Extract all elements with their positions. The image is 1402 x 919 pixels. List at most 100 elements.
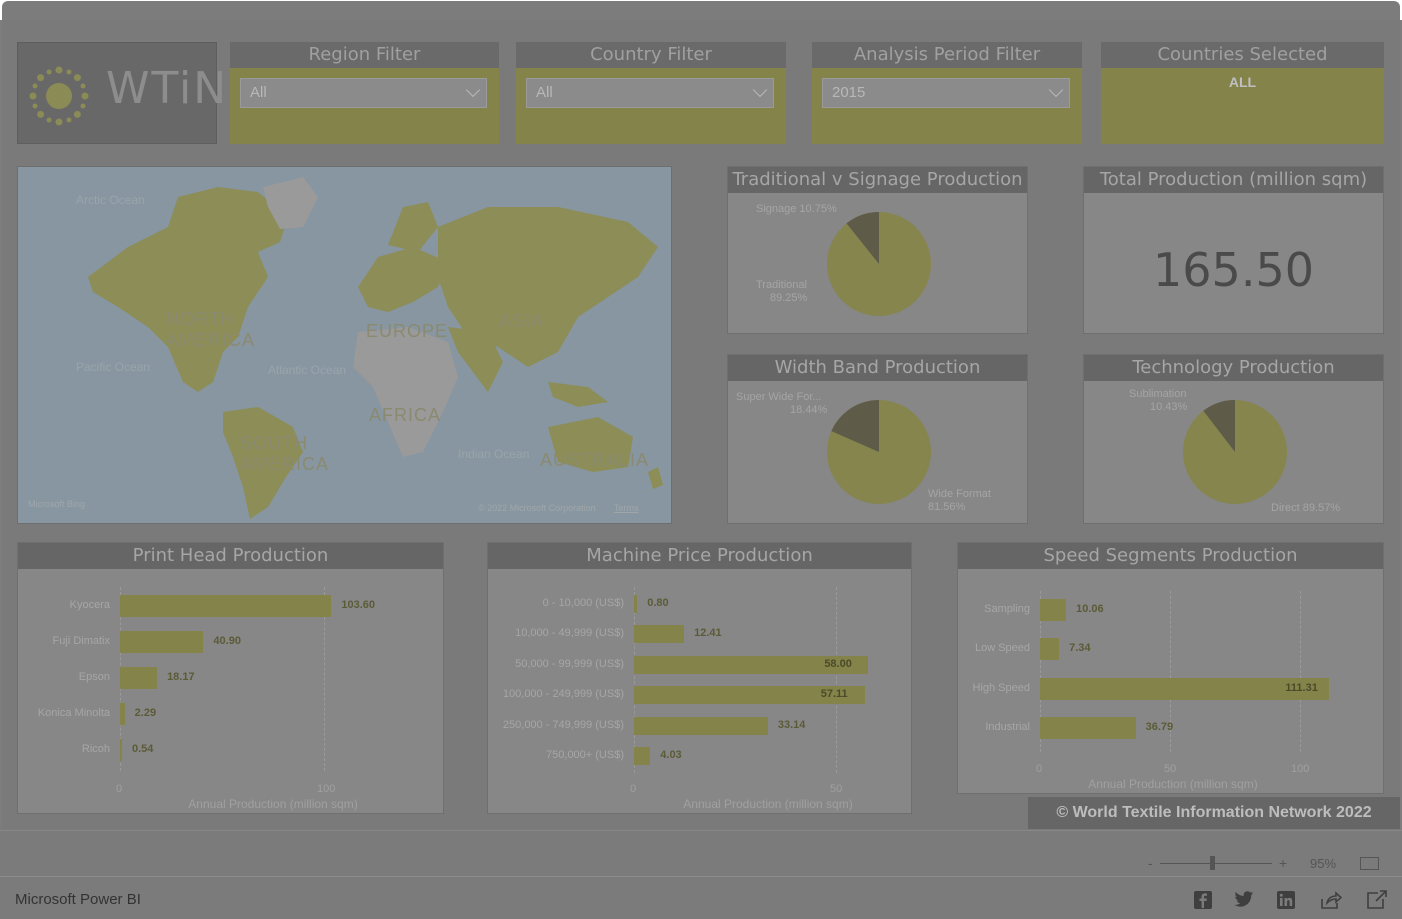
traditional-signage-card[interactable]: Traditional v Signage Production Signage… xyxy=(727,166,1028,334)
bar-category-label: 100,000 - 249,999 (US$) xyxy=(502,688,624,701)
sublimation-label-name: Sublimation xyxy=(1129,388,1187,400)
country-filter-dropdown[interactable]: All xyxy=(526,78,774,108)
bar[interactable] xyxy=(634,655,869,674)
total-production-value: 165.50 xyxy=(1153,243,1314,297)
bar-value-label: 33.14 xyxy=(777,718,806,731)
bar-value-label: 58.00 xyxy=(824,657,852,670)
open-fullscreen-icon[interactable] xyxy=(1366,890,1388,915)
print-head-card[interactable]: Print Head Production 0 100 Annual Produ… xyxy=(17,542,444,814)
country-filter: Country Filter All xyxy=(516,42,786,144)
top-strip xyxy=(0,0,1402,20)
bar-category-label: Kyocera xyxy=(69,599,110,611)
width-band-card[interactable]: Width Band Production Super Wide For... … xyxy=(727,354,1028,524)
bar[interactable] xyxy=(120,667,158,689)
bar[interactable] xyxy=(634,716,768,735)
chevron-down-icon xyxy=(752,82,768,98)
pie-slice-minor[interactable] xyxy=(831,400,879,452)
wtin-logo: WTiN xyxy=(17,42,226,144)
bar-value-label: 0.80 xyxy=(647,597,669,609)
bar-value-label: 2.29 xyxy=(134,707,157,719)
countries-selected-card: Countries Selected ALL xyxy=(1101,42,1384,144)
continent-label: AFRICA xyxy=(369,405,442,425)
bar[interactable] xyxy=(634,686,865,705)
bar[interactable] xyxy=(634,595,638,613)
region-filter-value: All xyxy=(250,84,267,101)
technology-card[interactable]: Technology Production Sublimation 10.43%… xyxy=(1083,354,1384,524)
continent-label: SOUTH AMERICA xyxy=(240,433,330,474)
facebook-icon[interactable] xyxy=(1192,890,1214,915)
continent-label: EUROPE xyxy=(366,321,449,341)
axis-tick: 0 xyxy=(116,783,123,795)
analysis-period-filter: Analysis Period Filter 2015 xyxy=(812,42,1082,144)
chevron-down-icon xyxy=(1048,82,1064,98)
machine-price-title: Machine Price Production xyxy=(488,543,911,569)
traditional-signage-pie[interactable] xyxy=(824,209,934,319)
bar[interactable] xyxy=(1040,716,1136,739)
zoom-in-button[interactable]: + xyxy=(1279,855,1288,871)
signage-label: Signage 10.75% xyxy=(756,203,837,215)
bar[interactable] xyxy=(120,739,122,761)
world-map[interactable]: Arctic Ocean Pacific Ocean Atlantic Ocea… xyxy=(17,166,672,524)
bar-category-label: Ricoh xyxy=(81,743,110,755)
technology-pie[interactable] xyxy=(1180,397,1290,507)
bar-category-label: Konica Minolta xyxy=(37,707,110,719)
region-filter-dropdown[interactable]: All xyxy=(240,78,487,108)
bar-value-label: 7.34 xyxy=(1069,642,1091,655)
speed-segments-card[interactable]: Speed Segments Production 0 50 100 Annua… xyxy=(957,542,1384,794)
powerbi-footer: Microsoft Power BI xyxy=(0,876,1402,919)
bar[interactable] xyxy=(634,747,651,765)
bar-value-label: 4.03 xyxy=(660,749,682,761)
copyright-banner: © World Textile Information Network 2022 xyxy=(1028,797,1400,829)
gridline xyxy=(1170,591,1171,753)
bar[interactable] xyxy=(1040,677,1330,700)
sublimation-label-pct: 10.43% xyxy=(1150,401,1188,413)
gridline xyxy=(1040,591,1041,753)
bar-value-label: 10.06 xyxy=(1076,603,1104,615)
zoom-out-button[interactable]: - xyxy=(1148,855,1153,871)
zoom-level: 95% xyxy=(1310,856,1337,871)
pie-slice-minor[interactable] xyxy=(846,212,879,264)
continent-label: AUSTRALIA xyxy=(540,450,650,470)
fit-to-page-icon[interactable] xyxy=(1360,857,1379,870)
bar-value-label: 18.17 xyxy=(167,671,195,683)
pie-slice-minor[interactable] xyxy=(1203,400,1235,452)
zoom-slider[interactable] xyxy=(1160,863,1272,864)
bar-value-label: 12.41 xyxy=(694,627,722,640)
share-icon[interactable] xyxy=(1320,890,1343,915)
twitter-icon[interactable] xyxy=(1233,890,1255,913)
bar-value-label: 111.31 xyxy=(1285,681,1318,694)
zoom-slider-thumb[interactable] xyxy=(1210,856,1215,870)
powerbi-brand-link[interactable]: Microsoft Power BI xyxy=(15,891,141,908)
bar[interactable] xyxy=(120,703,125,725)
zoom-bar: - + 95% xyxy=(0,830,1402,876)
bar[interactable] xyxy=(1040,599,1067,621)
bar[interactable] xyxy=(120,631,204,653)
bar-category-label: 250,000 - 749,999 (US$) xyxy=(502,718,624,731)
map-attribution: © 2022 Microsoft Corporation xyxy=(478,503,596,513)
linkedin-icon[interactable] xyxy=(1275,890,1297,915)
map-terms-link[interactable]: Terms xyxy=(614,503,639,513)
bar[interactable] xyxy=(120,595,332,617)
width-band-pie[interactable] xyxy=(824,397,934,507)
total-production-card[interactable]: Total Production (million sqm) 165.50 xyxy=(1083,166,1384,334)
traditional-label-pct: 89.25% xyxy=(770,292,808,304)
bar-value-label: 0.54 xyxy=(132,743,154,755)
total-production-title: Total Production (million sqm) xyxy=(1084,167,1383,193)
machine-price-card[interactable]: Machine Price Production 0 50 Annual Pro… xyxy=(487,542,912,814)
sun-logo-icon xyxy=(29,66,89,126)
gridline xyxy=(836,587,837,774)
technology-title: Technology Production xyxy=(1084,355,1383,381)
continent-label: ASIA xyxy=(499,311,545,331)
bar[interactable] xyxy=(1040,638,1060,661)
super-wide-label-name: Super Wide For... xyxy=(736,391,822,403)
bar-category-label: 0 - 10,000 (US$) xyxy=(542,597,624,609)
machine-price-x-axis-title: Annual Production (million sqm) xyxy=(683,797,853,811)
bar[interactable] xyxy=(634,625,685,644)
countries-selected-title: Countries Selected xyxy=(1101,42,1384,68)
analysis-period-dropdown[interactable]: 2015 xyxy=(822,78,1070,108)
region-filter-title: Region Filter xyxy=(230,42,499,68)
ocean-label: Indian Ocean xyxy=(458,447,530,461)
gridline xyxy=(634,587,635,774)
speed-segments-x-axis-title: Annual Production (million sqm) xyxy=(1088,777,1258,791)
